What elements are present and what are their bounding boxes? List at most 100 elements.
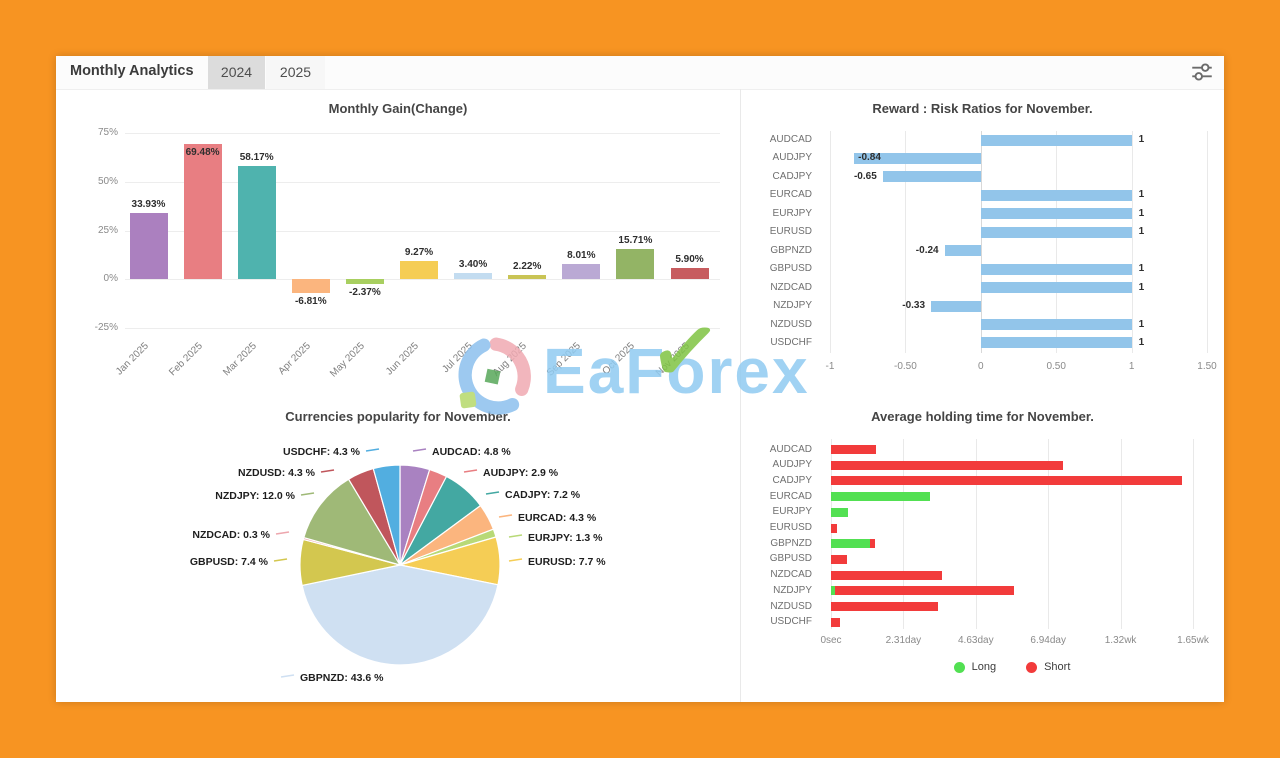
pie-label-line	[320, 469, 335, 473]
gridline	[125, 133, 720, 134]
bar-oct-2025[interactable]	[616, 248, 655, 280]
gridline	[903, 439, 905, 629]
holding-long-bar-nzdjpy[interactable]	[831, 586, 835, 596]
analytics-card: Monthly Analytics 2024 2025 Monthly Gain…	[56, 56, 1224, 702]
gridline	[125, 279, 720, 281]
bar-aug-2025[interactable]	[508, 274, 547, 280]
gridline	[1048, 439, 1050, 629]
rr-bar-gbpnzd[interactable]	[944, 245, 981, 257]
holding-long-bar-eurcad[interactable]	[831, 492, 930, 502]
bar-value-label: 1	[1138, 318, 1145, 330]
rr-bar-eurcad[interactable]	[980, 189, 1132, 201]
bar-may-2025[interactable]	[345, 279, 384, 284]
bar-value-label: 33.93%	[131, 199, 166, 211]
rr-bar-nzdcad[interactable]	[980, 282, 1132, 294]
rr-bar-usdchf[interactable]	[980, 337, 1132, 349]
filter-sliders-icon[interactable]	[1189, 59, 1217, 87]
bar-feb-2025[interactable]	[183, 143, 222, 280]
gridline	[975, 439, 977, 629]
pie-label-line	[508, 534, 523, 538]
x-tick-label: -0.50	[893, 361, 917, 372]
bar-value-label: 1	[1138, 189, 1145, 201]
holding-short-bar-gbpusd[interactable]	[831, 554, 847, 564]
x-tick-label: 1	[1128, 361, 1135, 372]
y-tick-label: 0%	[103, 273, 118, 285]
bar-value-label: -0.84	[858, 152, 881, 164]
bar-value-label: -2.37%	[349, 286, 381, 298]
pie-label-line	[280, 674, 295, 678]
category-label: NZDJPY	[773, 300, 812, 312]
pie-label-line	[365, 448, 380, 452]
monthly-gain-panel: Monthly Gain(Change) 75% 50% 25% 0% -25% 33.9…	[56, 89, 740, 397]
x-axis-label: Oct 2025	[600, 340, 638, 378]
reward-risk-plot: -1 -0.50 0 0.50 1 1.50 AUDCAD 1 AUDJPY -0.84 CADJP…	[741, 89, 1224, 397]
holding-short-bar-audjpy[interactable]	[831, 460, 1063, 470]
pie-slice-nzdjpy[interactable]	[303, 478, 402, 566]
bar-jan-2025[interactable]	[129, 213, 168, 280]
rr-bar-audcad[interactable]	[980, 134, 1132, 146]
bar-value-label: 1	[1138, 226, 1145, 238]
holding-short-bar-nzdjpy[interactable]	[831, 586, 1015, 596]
rr-bar-eurjpy[interactable]	[980, 208, 1132, 220]
holding-time-plot: 0sec 2.31day 4.63day 6.94day 1.32wk 1.65wk AUD…	[741, 397, 1224, 702]
x-tick-label: 2.31day	[885, 635, 922, 646]
holding-short-bar-nzdusd[interactable]	[831, 602, 938, 611]
gridline	[1120, 439, 1122, 629]
bar-sep-2025[interactable]	[562, 263, 601, 280]
x-axis-label: Feb 2025	[166, 340, 205, 379]
tab-2025[interactable]: 2025	[266, 56, 325, 89]
pie-slice-gbpnzd[interactable]	[301, 564, 499, 666]
x-tick-label: 1.65wk	[1177, 635, 1209, 646]
legend-long-label: Long	[971, 661, 997, 673]
x-axis-label: Aug 2025	[491, 340, 530, 379]
bar-apr-2025[interactable]	[291, 279, 330, 293]
vertical-divider	[740, 89, 741, 702]
rr-bar-nzdusd[interactable]	[980, 319, 1132, 330]
rr-bar-audjpy[interactable]	[854, 152, 981, 164]
category-label: GBPUSD	[769, 553, 812, 565]
rr-bar-gbpusd[interactable]	[980, 263, 1132, 275]
holding-short-bar-audcad[interactable]	[831, 445, 877, 454]
holding-long-bar-eurjpy[interactable]	[831, 507, 849, 517]
legend-item-short: Short	[1026, 661, 1070, 673]
x-axis-label: Nov 2025	[653, 340, 692, 379]
category-label: CADJPY	[772, 170, 812, 182]
y-tick-label: 50%	[97, 175, 118, 187]
popularity-pie-svg	[273, 448, 523, 678]
holding-short-bar-cadjpy[interactable]	[831, 476, 1183, 486]
x-tick-label: -1	[825, 361, 835, 372]
bar-value-label: 5.90%	[675, 253, 704, 265]
gridline	[125, 181, 720, 183]
gridline	[1193, 439, 1194, 629]
bar-jul-2025[interactable]	[454, 272, 493, 280]
x-tick-label: 0sec	[820, 635, 842, 646]
pie-label-line	[412, 448, 427, 452]
category-label: NZDUSD	[770, 318, 812, 330]
holding-long-bar-gbpnzd[interactable]	[831, 539, 871, 549]
gridline	[1207, 131, 1208, 353]
tab-2024[interactable]: 2024	[208, 56, 265, 89]
rr-bar-eurusd[interactable]	[980, 226, 1132, 238]
bar-mar-2025[interactable]	[237, 165, 276, 280]
bar-jun-2025[interactable]	[400, 261, 438, 280]
category-label: USDCHF	[770, 616, 812, 628]
gridline	[125, 230, 720, 232]
category-label: NZDUSD	[770, 600, 812, 612]
rr-bar-nzdjpy[interactable]	[931, 300, 981, 312]
category-label: EURJPY	[772, 506, 812, 518]
bar-nov-2025[interactable]	[670, 267, 709, 280]
x-axis-label: Sep 2025	[545, 340, 584, 379]
bar-value-label: 69.48%	[185, 146, 220, 158]
reward-risk-title: Reward : Risk Ratios for November.	[872, 101, 1093, 116]
holding-short-bar-nzdcad[interactable]	[831, 570, 943, 580]
bar-value-label: 3.40%	[458, 258, 488, 270]
monthly-gain-title: Monthly Gain(Change)	[328, 101, 468, 116]
holding-short-bar-eurusd[interactable]	[831, 523, 838, 533]
pie-slice-usdchf[interactable]	[372, 464, 401, 566]
legend-item-long: Long	[953, 661, 997, 673]
holding-time-legend: Long Short	[831, 661, 1193, 673]
monthly-gain-plot: 75% 50% 25% 0% -25% 33.93% Jan 2025 69.48% Feb 2…	[56, 89, 740, 397]
category-label: USDCHF	[770, 336, 812, 348]
rr-bar-cadjpy[interactable]	[882, 171, 981, 183]
holding-short-bar-usdchf[interactable]	[831, 617, 841, 627]
